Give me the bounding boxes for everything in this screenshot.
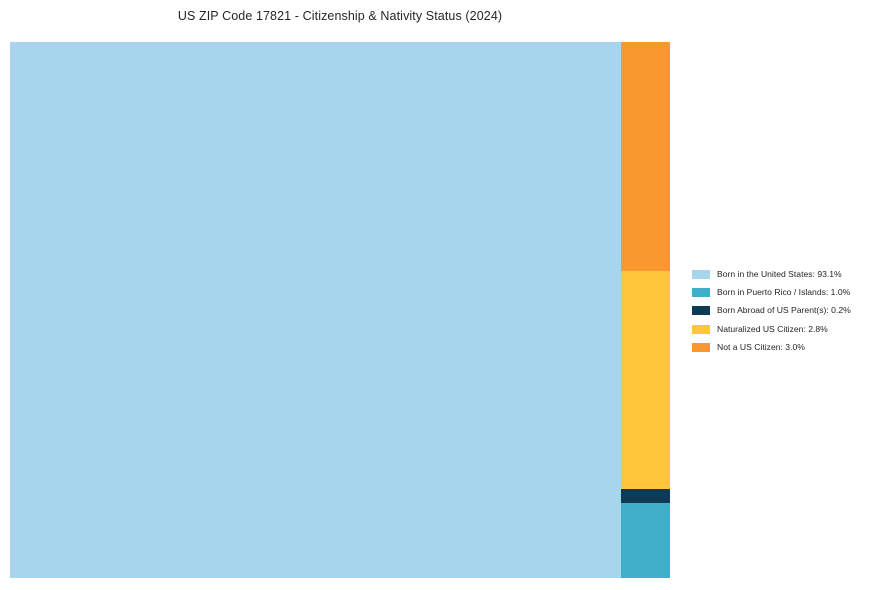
legend-item-label: Not a US Citizen: 3.0%: [717, 342, 805, 353]
legend-swatch-icon: [692, 342, 710, 352]
treemap-tile-not-a-us-citizen[interactable]: [621, 42, 670, 271]
treemap-tile-born-abroad-of-us-parents[interactable]: [621, 489, 670, 503]
legend-item-born-in-the-united-states[interactable]: Born in the United States: 93.1%: [692, 265, 882, 283]
chart-legend: Born in the United States: 93.1% Born in…: [692, 265, 882, 356]
treemap-right-column: [621, 42, 670, 578]
legend-item-label: Born Abroad of US Parent(s): 0.2%: [717, 305, 851, 316]
legend-swatch-icon: [692, 306, 710, 316]
legend-swatch-icon: [692, 324, 710, 334]
treemap-tile-born-in-the-united-states[interactable]: [10, 42, 621, 578]
legend-item-naturalized-us-citizen[interactable]: Naturalized US Citizen: 2.8%: [692, 320, 882, 338]
legend-item-born-abroad-of-us-parents[interactable]: Born Abroad of US Parent(s): 0.2%: [692, 302, 882, 320]
legend-swatch-icon: [692, 287, 710, 297]
legend-item-label: Born in Puerto Rico / Islands: 1.0%: [717, 287, 851, 298]
legend-item-label: Naturalized US Citizen: 2.8%: [717, 323, 828, 334]
legend-item-not-a-us-citizen[interactable]: Not a US Citizen: 3.0%: [692, 338, 882, 356]
treemap-plot-area: [10, 42, 670, 578]
page-title: US ZIP Code 17821 - Citizenship & Nativi…: [177, 9, 503, 23]
legend-item-label: Born in the United States: 93.1%: [717, 268, 842, 279]
treemap-tile-naturalized-us-citizen[interactable]: [621, 271, 670, 489]
legend-item-born-in-puerto-rico-islands[interactable]: Born in Puerto Rico / Islands: 1.0%: [692, 283, 882, 301]
treemap-tile-born-in-puerto-rico-islands[interactable]: [621, 503, 670, 578]
legend-swatch-icon: [692, 269, 710, 279]
